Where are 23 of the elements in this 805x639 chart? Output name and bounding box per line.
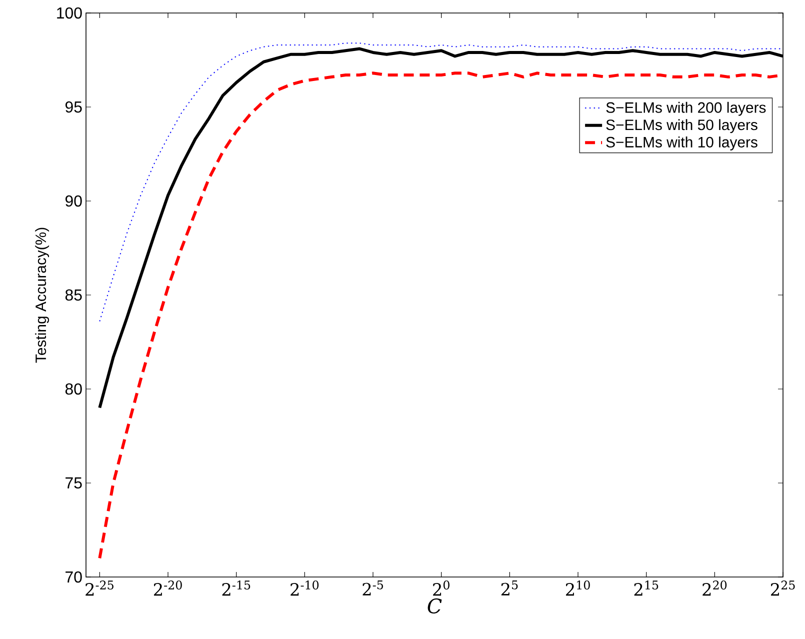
y-axis-title: Testing Accuracy(%): [35, 228, 50, 363]
legend-label: S−ELMs with 10 layers: [606, 136, 758, 150]
legend-label: S−ELMs with 200 layers: [606, 102, 766, 116]
x-tick-label: 2$^{-15}$: [222, 580, 250, 596]
y-tick-label: 90: [65, 195, 82, 207]
x-tick-label: 2$^{5}$: [501, 580, 518, 596]
x-tick-label: 2$^{-5}$: [362, 580, 383, 596]
x-tick-label: 2$^{-10}$: [290, 580, 319, 596]
x-axis-title: C: [428, 598, 442, 614]
y-tick-label: 80: [65, 383, 82, 395]
y-tick-label: 70: [66, 571, 82, 583]
y-tick-label: 95: [65, 101, 82, 113]
x-tick-label: 2$^{10}$: [566, 580, 590, 596]
y-tick-label: 100: [57, 7, 82, 19]
x-tick-label: 2$^{25}$: [770, 580, 795, 596]
x-tick-label: 2$^{20}$: [702, 580, 727, 596]
x-tick-label: 2$^{-20}$: [154, 580, 182, 596]
legend-label: S−ELMs with 50 layers: [606, 119, 758, 134]
x-tick-label: 2$^{15}$: [634, 580, 658, 596]
y-tick-label: 85: [65, 289, 82, 301]
y-tick-label: 75: [66, 477, 82, 489]
x-tick-label: 2$^{0}$: [433, 580, 450, 596]
x-tick-label: 2$^{-25}$: [86, 580, 114, 596]
